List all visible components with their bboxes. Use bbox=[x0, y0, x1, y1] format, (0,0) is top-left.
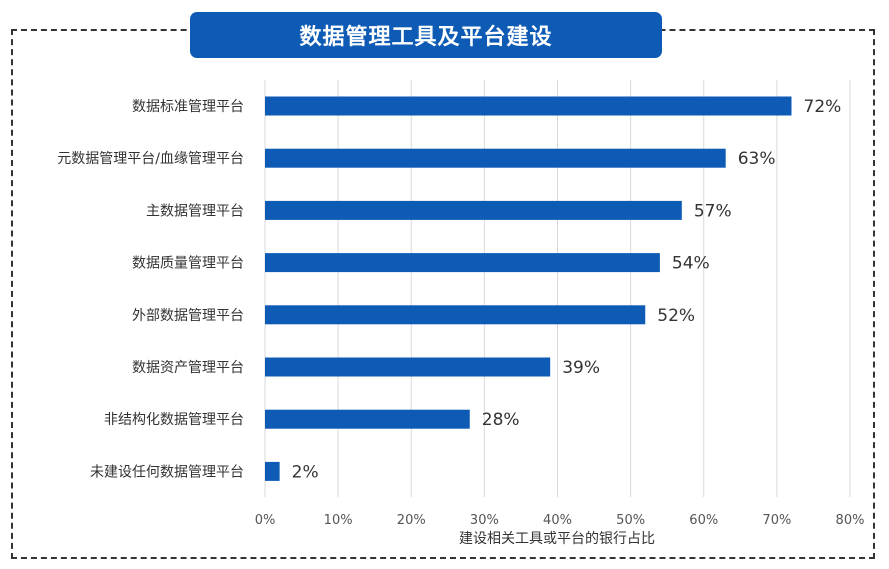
x-tick-label: 20% bbox=[397, 513, 426, 528]
bar bbox=[265, 357, 551, 377]
gridlines bbox=[264, 80, 851, 497]
data-label: 54% bbox=[672, 254, 710, 274]
category-label: 数据质量管理平台 bbox=[132, 256, 244, 272]
bar bbox=[265, 253, 660, 273]
category-label: 非结构化数据管理平台 bbox=[104, 412, 244, 428]
x-tick-label: 60% bbox=[689, 513, 718, 528]
x-tick-label: 70% bbox=[762, 513, 791, 528]
x-tick-label: 80% bbox=[836, 513, 865, 528]
x-tick-label: 0% bbox=[255, 513, 276, 528]
data-label: 39% bbox=[562, 358, 600, 378]
category-label: 未建设任何数据管理平台 bbox=[90, 464, 244, 480]
data-label: 2% bbox=[292, 462, 319, 482]
data-label: 72% bbox=[804, 97, 842, 117]
data-labels: 72% 63% 57% 54% 52% 39% 28% 2% bbox=[292, 97, 842, 482]
category-label: 数据标准管理平台 bbox=[132, 99, 244, 115]
data-label: 52% bbox=[657, 306, 695, 326]
data-label: 63% bbox=[738, 149, 776, 169]
category-label: 主数据管理平台 bbox=[146, 203, 244, 219]
x-axis-title: 建设相关工具或平台的银行占比 bbox=[459, 531, 655, 547]
x-tick-label: 10% bbox=[324, 513, 353, 528]
category-label: 元数据管理平台/血缘管理平台 bbox=[57, 151, 244, 167]
bar bbox=[265, 96, 792, 116]
bars bbox=[265, 96, 792, 481]
x-tick-label: 40% bbox=[543, 513, 572, 528]
data-label: 57% bbox=[694, 201, 732, 221]
category-label: 外部数据管理平台 bbox=[132, 308, 244, 324]
bar bbox=[265, 200, 682, 220]
bar bbox=[265, 305, 646, 325]
x-tick-labels: 0% 10% 20% 30% 40% 50% 60% 70% 80% bbox=[255, 513, 865, 528]
bar bbox=[265, 409, 470, 429]
bar bbox=[265, 148, 726, 168]
category-labels: 数据标准管理平台元数据管理平台/血缘管理平台主数据管理平台数据质量管理平台外部数… bbox=[57, 99, 244, 480]
x-tick-label: 30% bbox=[470, 513, 499, 528]
category-label: 数据资产管理平台 bbox=[132, 360, 244, 376]
bar bbox=[265, 461, 280, 481]
x-tick-label: 50% bbox=[616, 513, 645, 528]
data-label: 28% bbox=[482, 410, 520, 430]
chart-title: 数据管理工具及平台建设 bbox=[190, 12, 662, 58]
